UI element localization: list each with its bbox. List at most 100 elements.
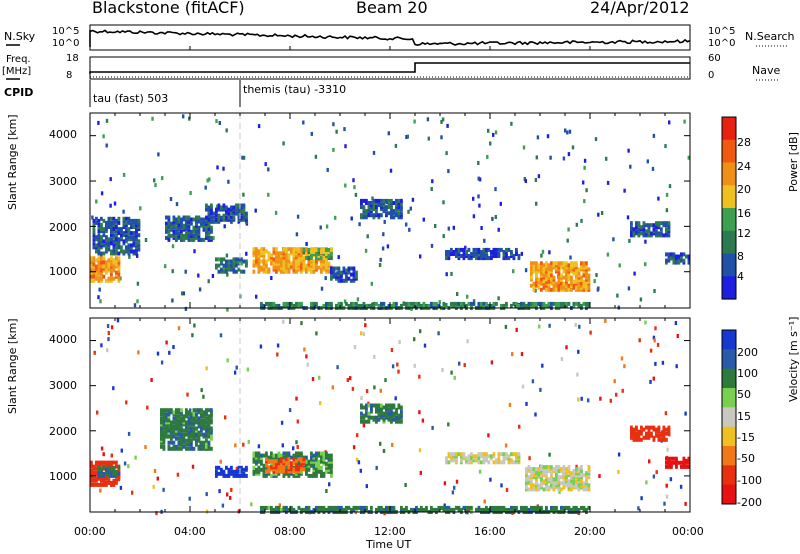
echo-cell bbox=[265, 453, 268, 458]
echo-cell bbox=[182, 215, 186, 220]
scatter-point bbox=[653, 289, 656, 293]
echo-cell bbox=[560, 481, 563, 486]
echo-cell bbox=[552, 265, 556, 270]
scatter-point bbox=[205, 366, 208, 371]
echo-cell bbox=[237, 213, 241, 218]
echo-cell bbox=[287, 263, 291, 268]
echo-cell bbox=[315, 473, 318, 478]
echo-cell bbox=[125, 220, 128, 225]
scatter-point bbox=[226, 272, 229, 277]
echo-cell bbox=[670, 460, 673, 465]
echo-cell bbox=[295, 265, 298, 270]
echo-cell bbox=[170, 223, 173, 228]
echo-cell bbox=[470, 505, 473, 510]
echo-cell bbox=[687, 260, 691, 265]
echo-cell bbox=[315, 505, 318, 510]
echo-cell bbox=[350, 301, 353, 306]
echo-cell bbox=[545, 469, 548, 474]
scatter-point bbox=[492, 132, 495, 137]
scatter-point bbox=[582, 180, 585, 185]
echo-cell bbox=[515, 301, 518, 306]
echo-cell bbox=[477, 301, 481, 306]
echo-cell bbox=[650, 425, 653, 430]
echo-cell bbox=[295, 467, 298, 472]
echo-cell bbox=[175, 408, 178, 413]
scatter-point bbox=[674, 321, 678, 325]
scatter-point bbox=[418, 410, 421, 415]
echo-cell bbox=[180, 233, 183, 238]
echo-cell bbox=[572, 483, 576, 488]
echo-cell bbox=[102, 239, 106, 244]
scatter-point bbox=[381, 246, 385, 251]
echo-cell bbox=[450, 252, 453, 256]
echo-cell bbox=[360, 415, 363, 420]
echo-cell bbox=[230, 219, 233, 224]
scatter-point bbox=[305, 354, 308, 359]
echo-cell bbox=[92, 227, 96, 232]
echo-cell bbox=[170, 420, 173, 425]
echo-cell bbox=[240, 217, 243, 222]
scatter-point bbox=[538, 324, 541, 329]
echo-cell bbox=[322, 505, 326, 510]
velocity-ylabel: Slant Range [km] bbox=[6, 318, 19, 414]
scatter-point bbox=[259, 344, 263, 349]
scatter-point bbox=[133, 303, 137, 308]
echo-cell bbox=[267, 455, 271, 460]
echo-cell bbox=[665, 431, 668, 436]
echo-cell bbox=[252, 253, 256, 258]
scatter-point bbox=[549, 155, 552, 160]
echo-cell bbox=[480, 460, 483, 465]
echo-cell bbox=[240, 473, 243, 478]
echo-cell bbox=[210, 430, 213, 435]
scatter-point bbox=[332, 147, 335, 152]
echo-cell bbox=[392, 411, 396, 416]
scatter-point bbox=[343, 127, 346, 132]
echo-cell bbox=[280, 253, 283, 258]
echo-cell bbox=[550, 301, 553, 306]
scatter-point bbox=[583, 165, 586, 170]
echo-cell bbox=[557, 285, 561, 290]
echo-cell bbox=[497, 252, 501, 256]
scatter-point bbox=[497, 296, 500, 301]
scatter-point bbox=[571, 145, 575, 150]
echo-cell bbox=[117, 278, 121, 283]
echo-cell bbox=[177, 424, 181, 429]
echo-cell bbox=[425, 505, 428, 510]
scatter-point bbox=[397, 369, 400, 374]
echo-cell bbox=[177, 227, 181, 232]
scatter-point bbox=[296, 445, 299, 449]
echo-cell bbox=[197, 408, 201, 413]
echo-cell bbox=[227, 211, 231, 216]
echo-cell bbox=[360, 419, 363, 424]
echo-cell bbox=[367, 303, 371, 308]
echo-cell bbox=[585, 269, 588, 274]
echo-cell bbox=[340, 270, 343, 275]
echo-cell bbox=[167, 410, 171, 415]
echo-cell bbox=[227, 217, 231, 222]
echo-cell bbox=[572, 261, 576, 266]
echo-cell bbox=[207, 217, 211, 222]
echo-cell bbox=[207, 231, 211, 236]
echo-cell bbox=[545, 505, 548, 510]
scatter-point bbox=[597, 212, 600, 217]
echo-cell bbox=[355, 270, 358, 275]
echo-cell bbox=[312, 473, 316, 478]
echo-cell bbox=[102, 473, 106, 478]
echo-cell bbox=[302, 457, 306, 462]
scatter-point bbox=[218, 489, 221, 494]
echo-cell bbox=[565, 477, 568, 482]
echo-cell bbox=[495, 247, 498, 252]
scatter-point bbox=[389, 168, 393, 173]
echo-cell bbox=[645, 229, 648, 234]
echo-cell bbox=[277, 457, 281, 462]
echo-cell bbox=[465, 505, 468, 510]
scatter-point bbox=[487, 128, 490, 133]
echo-cell bbox=[642, 435, 646, 440]
echo-cell bbox=[95, 276, 98, 281]
echo-cell bbox=[282, 267, 286, 272]
scatter-point bbox=[332, 122, 335, 127]
colorbar-swatch bbox=[722, 484, 736, 505]
echo-cell bbox=[102, 460, 106, 465]
echo-cell bbox=[482, 301, 486, 306]
echo-cell bbox=[230, 211, 233, 216]
